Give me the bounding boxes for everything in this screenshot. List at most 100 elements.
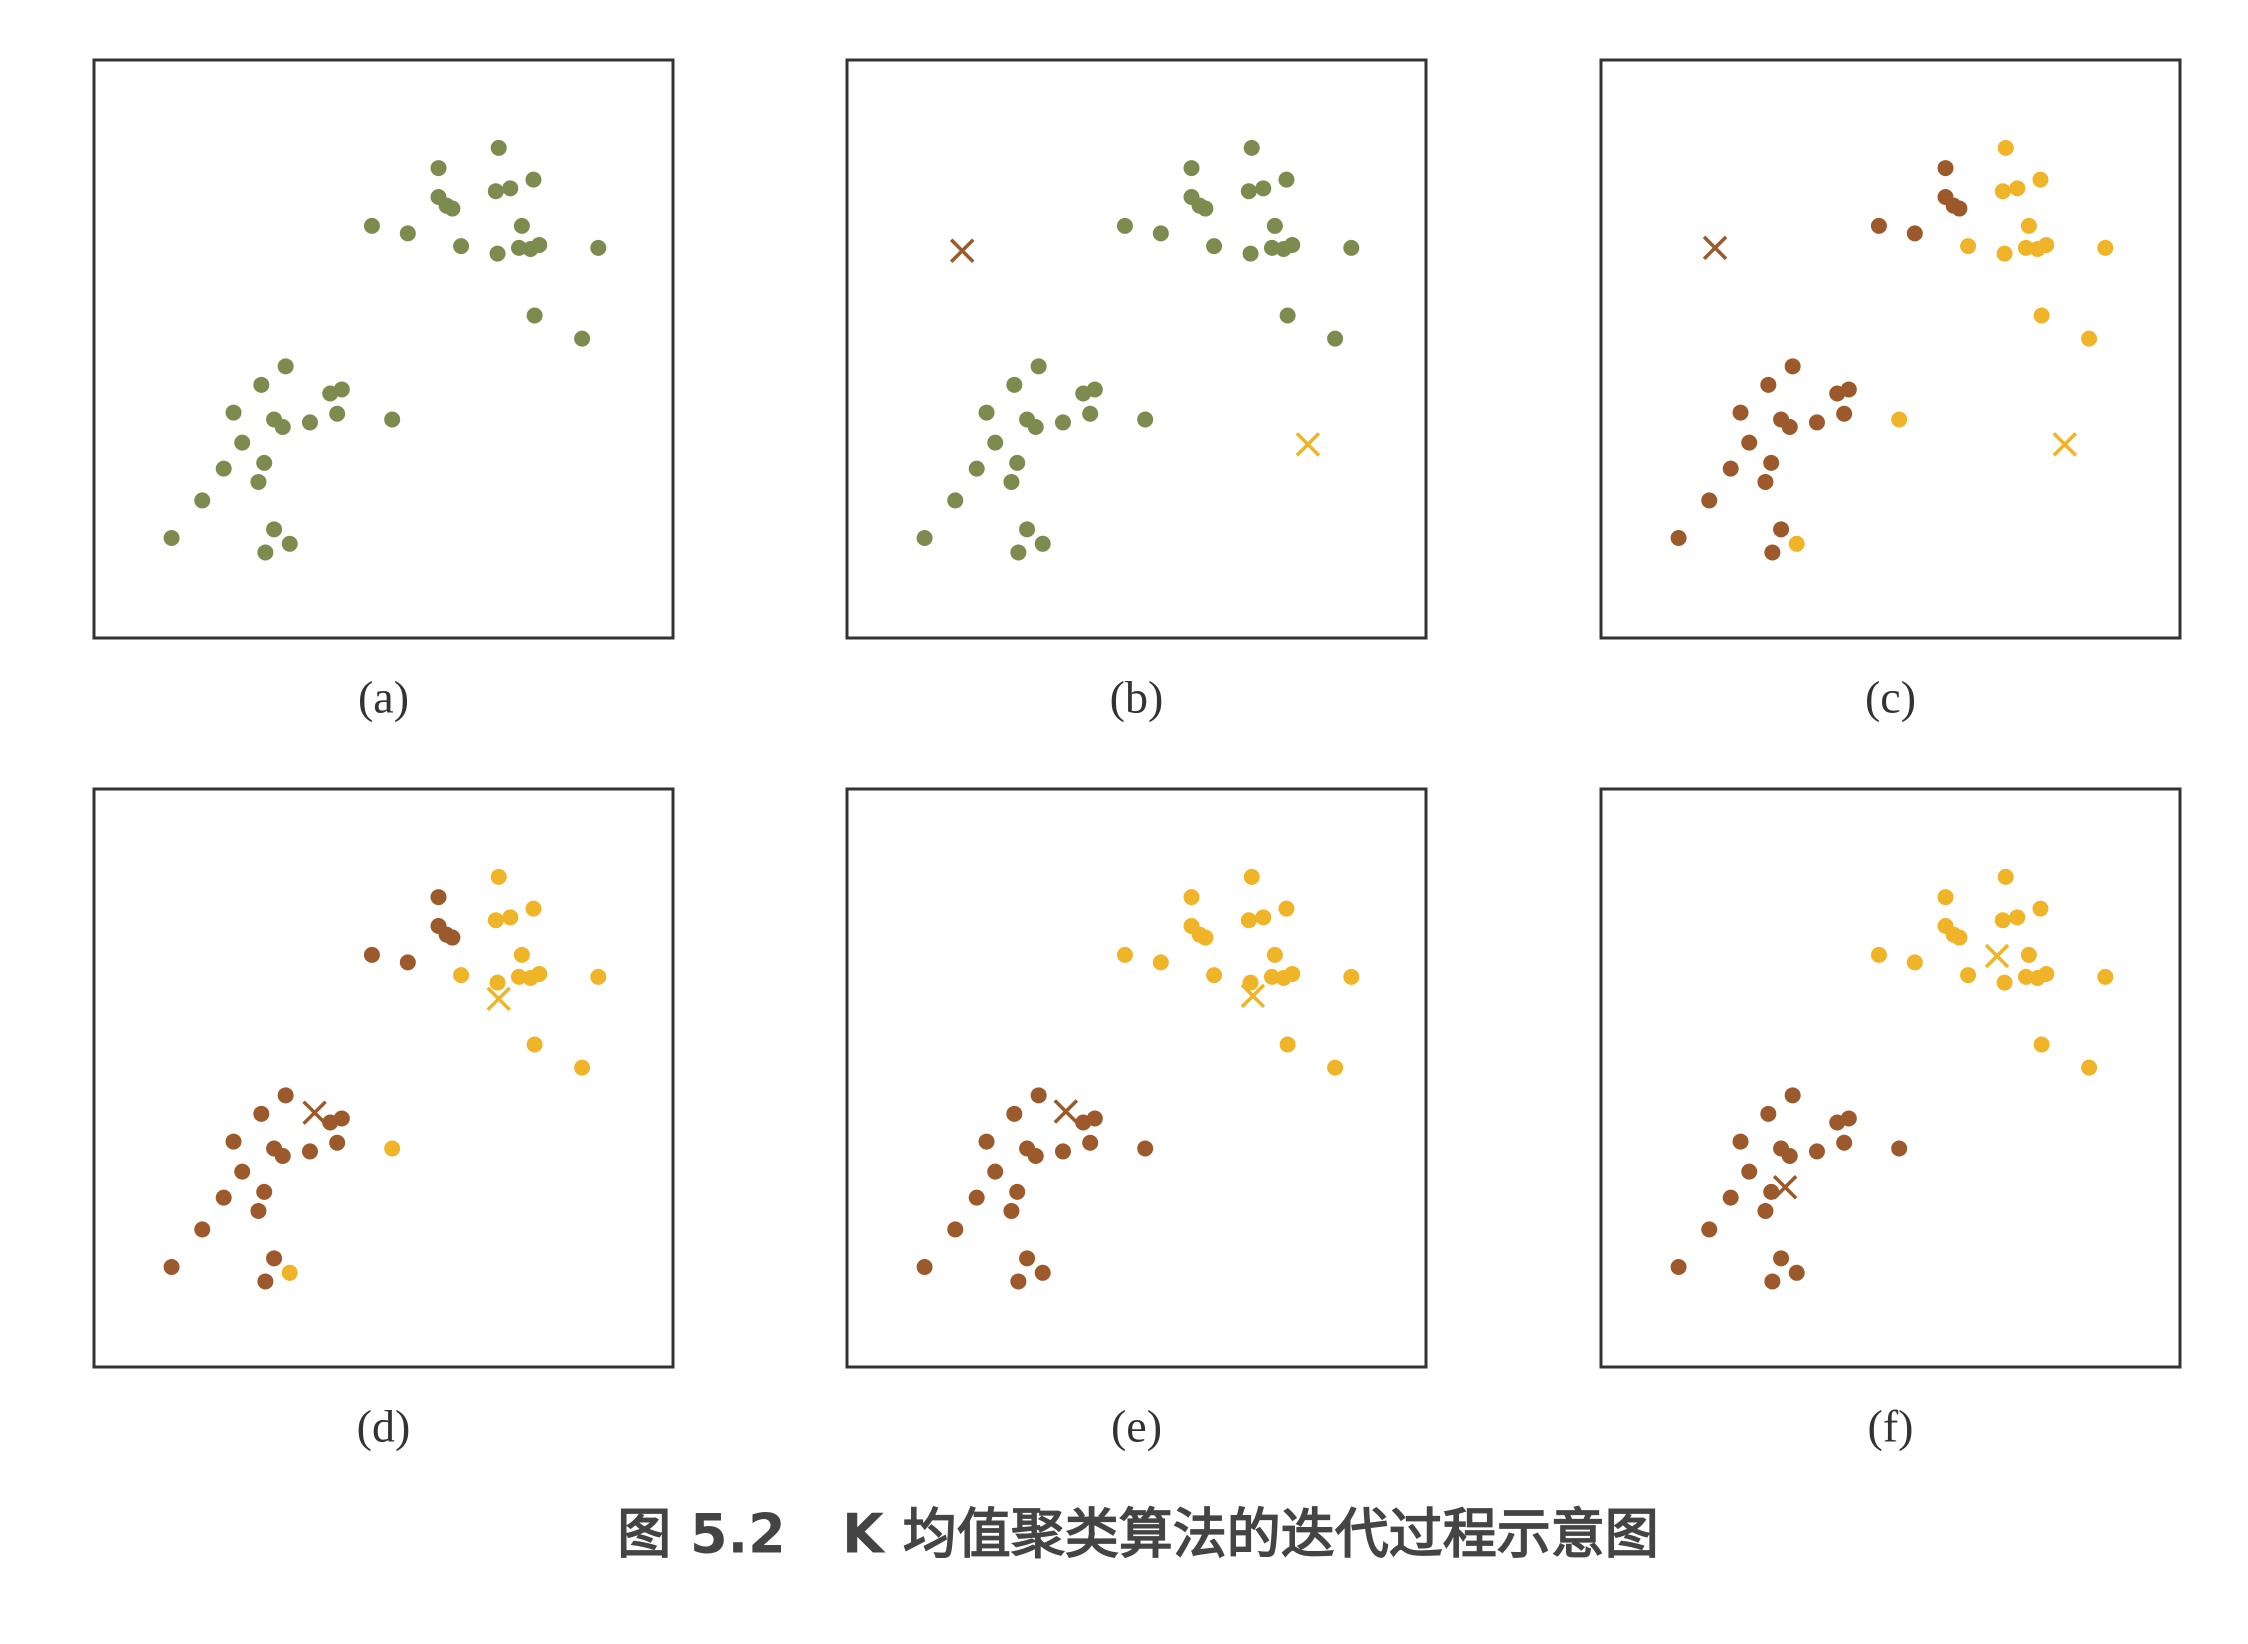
data-point — [430, 889, 447, 906]
panel: (d) — [92, 787, 675, 1452]
data-point — [1010, 1273, 1027, 1290]
data-point — [978, 1133, 995, 1150]
data-point — [968, 1189, 985, 1206]
data-point — [1086, 1110, 1103, 1127]
data-point — [1116, 946, 1133, 963]
data-point — [194, 492, 211, 509]
panel-frame — [92, 787, 675, 1369]
data-point — [215, 460, 232, 477]
data-point — [163, 530, 180, 547]
data-point — [281, 1264, 298, 1281]
data-point — [1263, 968, 1280, 985]
data-point — [489, 974, 506, 991]
data-point — [1773, 1250, 1790, 1267]
data-point — [225, 404, 242, 421]
data-point — [1784, 358, 1801, 375]
data-point — [2097, 239, 2114, 256]
data-point — [1951, 929, 1968, 946]
data-point — [916, 530, 933, 547]
data-point — [253, 376, 270, 393]
data-point — [2081, 330, 2098, 347]
centroid — [1053, 1099, 1079, 1124]
data-point — [333, 381, 350, 398]
data-point — [194, 1221, 211, 1238]
data-point — [1937, 160, 1954, 177]
data-point — [490, 139, 507, 156]
panel-caption: (e) — [1111, 1401, 1162, 1452]
data-point — [531, 965, 548, 982]
data-point — [1206, 238, 1223, 255]
data-point — [1741, 434, 1758, 451]
data-point — [1906, 954, 1923, 971]
data-point — [333, 1110, 350, 1127]
data-point — [1242, 974, 1259, 991]
data-point — [1197, 929, 1214, 946]
data-point — [1243, 139, 1260, 156]
data-point — [1183, 889, 1200, 906]
data-point — [1836, 405, 1853, 422]
panel-frame — [845, 58, 1428, 640]
data-point — [2017, 968, 2034, 985]
centroid — [302, 1100, 327, 1125]
data-point — [1784, 1087, 1801, 1104]
data-point — [363, 946, 380, 963]
data-point — [256, 1183, 273, 1200]
data-point — [968, 460, 985, 477]
panel: (e) — [845, 787, 1428, 1452]
data-point — [329, 405, 346, 422]
data-point — [2032, 900, 2049, 917]
data-point — [1994, 912, 2011, 929]
data-point — [1206, 967, 1223, 984]
panel: (c) — [1599, 58, 2182, 723]
data-point — [1278, 171, 1295, 188]
data-point — [1009, 454, 1026, 471]
data-point — [1137, 1140, 1154, 1157]
data-point — [234, 434, 251, 451]
data-point — [987, 434, 1004, 451]
data-point — [590, 968, 607, 985]
data-point — [277, 1087, 294, 1104]
data-point — [1781, 419, 1798, 436]
data-point — [1960, 967, 1977, 984]
data-point — [916, 1259, 933, 1276]
data-point — [256, 454, 273, 471]
data-point — [1019, 1250, 1036, 1267]
data-point — [453, 238, 470, 255]
data-point — [2097, 968, 2114, 985]
data-point — [363, 217, 380, 234]
data-point — [2017, 239, 2034, 256]
data-point — [2020, 217, 2037, 234]
data-point — [1006, 1105, 1023, 1122]
data-point — [525, 171, 542, 188]
data-point — [1279, 1036, 1296, 1053]
data-point — [1906, 225, 1923, 242]
data-point — [301, 414, 318, 431]
data-point — [1764, 544, 1781, 561]
data-point — [2038, 236, 2055, 253]
data-point — [947, 492, 964, 509]
data-point — [1781, 1148, 1798, 1165]
data-point — [502, 909, 519, 926]
data-point — [1030, 1087, 1047, 1104]
data-point — [1732, 404, 1749, 421]
data-point — [1255, 180, 1272, 197]
panel: (f) — [1599, 787, 2182, 1452]
panel-caption: (a) — [358, 672, 409, 723]
data-point — [525, 900, 542, 917]
data-point — [487, 912, 504, 929]
data-point — [1054, 1143, 1071, 1160]
data-point — [531, 236, 548, 253]
data-point — [1997, 139, 2014, 156]
centroid — [1984, 943, 2010, 969]
data-point — [1760, 1105, 1777, 1122]
data-point — [510, 968, 527, 985]
data-point — [1788, 535, 1805, 552]
centroid — [1772, 1175, 1798, 1200]
data-point — [1757, 473, 1774, 490]
data-point — [250, 473, 267, 490]
data-point — [1263, 239, 1280, 256]
data-point — [487, 183, 504, 200]
data-point — [1960, 238, 1977, 255]
data-point — [384, 411, 401, 428]
data-point — [1086, 381, 1103, 398]
